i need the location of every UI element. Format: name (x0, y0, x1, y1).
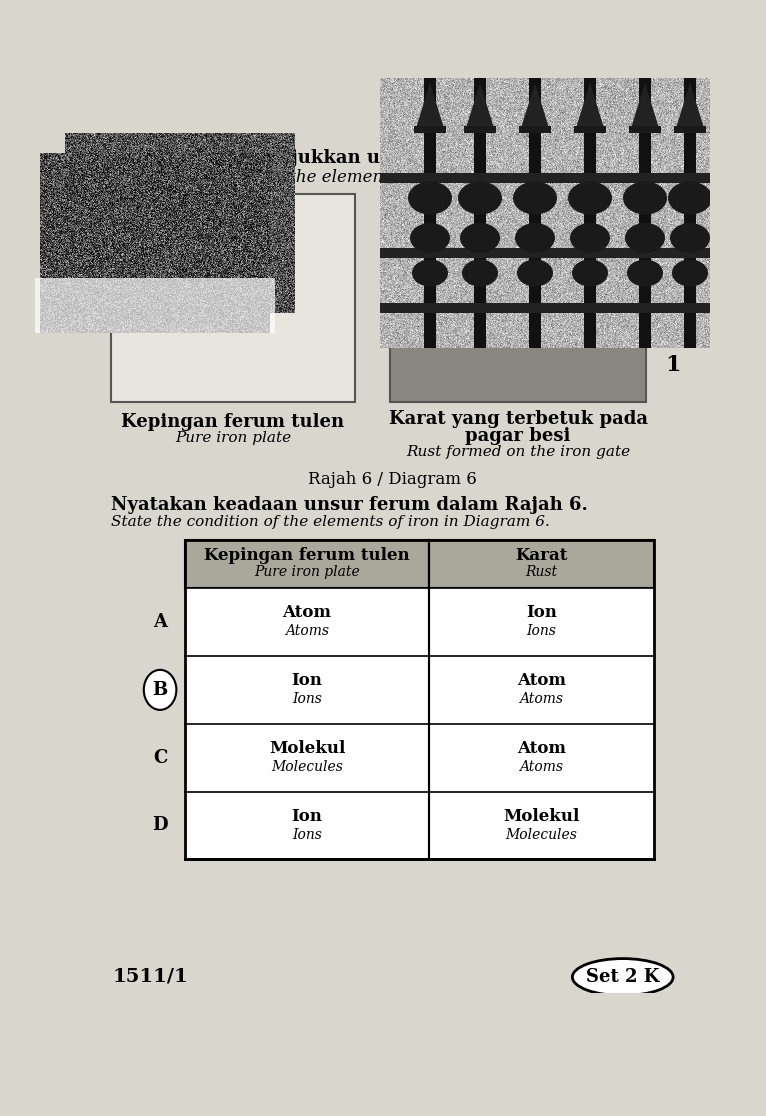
Bar (390, 194, 646, 402)
Bar (380, 248, 710, 258)
Bar (519, 126, 551, 133)
Polygon shape (631, 83, 659, 128)
Text: Atoms: Atoms (285, 624, 329, 638)
Text: Molecules: Molecules (271, 760, 343, 773)
Ellipse shape (572, 260, 608, 287)
Text: Rajah 6 / Diagram 6: Rajah 6 / Diagram 6 (308, 471, 477, 488)
Text: Diagram 6 shows the elements of iron.: Diagram 6 shows the elements of iron. (139, 169, 465, 185)
Bar (574, 126, 606, 133)
Text: Kepingan ferum tulen: Kepingan ferum tulen (121, 413, 345, 432)
Ellipse shape (462, 260, 498, 287)
Text: Atom: Atom (517, 740, 566, 757)
Bar (424, 78, 436, 348)
Bar (380, 173, 710, 183)
Text: Pure iron plate: Pure iron plate (254, 565, 360, 579)
Ellipse shape (517, 260, 553, 287)
Text: Atoms: Atoms (519, 760, 563, 773)
Text: Ion: Ion (526, 605, 557, 622)
Ellipse shape (513, 182, 557, 214)
Text: D: D (152, 817, 168, 835)
Ellipse shape (460, 223, 500, 253)
Text: Atom: Atom (517, 672, 566, 689)
Polygon shape (416, 83, 444, 128)
Bar (639, 78, 651, 348)
Ellipse shape (623, 182, 667, 214)
Bar (185, 724, 653, 791)
Bar (185, 540, 429, 588)
Ellipse shape (408, 182, 452, 214)
Ellipse shape (144, 670, 176, 710)
Bar (464, 126, 496, 133)
Bar (429, 540, 653, 588)
Ellipse shape (568, 182, 612, 214)
Ellipse shape (412, 260, 448, 287)
Ellipse shape (668, 182, 712, 214)
Ellipse shape (458, 182, 502, 214)
Bar (185, 588, 653, 656)
Text: Karat: Karat (516, 547, 568, 564)
Polygon shape (521, 83, 549, 128)
Text: Molekul: Molekul (269, 740, 345, 757)
Text: 15: 15 (110, 151, 137, 169)
Text: A: A (153, 613, 167, 632)
Text: Pure iron plate: Pure iron plate (175, 431, 291, 445)
Text: Kepingan ferum tulen: Kepingan ferum tulen (204, 547, 410, 564)
Text: Molekul: Molekul (503, 808, 580, 825)
Text: Karat yang terbetuk pada: Karat yang terbetuk pada (388, 410, 647, 427)
Bar (529, 78, 541, 348)
Text: pagar besi: pagar besi (466, 427, 571, 445)
Ellipse shape (410, 223, 450, 253)
Text: Atom: Atom (283, 605, 332, 622)
Text: Nyatakan keadaan unsur ferum dalam Rajah 6.: Nyatakan keadaan unsur ferum dalam Rajah… (111, 496, 588, 513)
Ellipse shape (670, 223, 710, 253)
Text: 1511/1: 1511/1 (113, 968, 188, 985)
Bar (380, 304, 710, 312)
Ellipse shape (627, 260, 663, 287)
Ellipse shape (672, 260, 708, 287)
Ellipse shape (515, 223, 555, 253)
Bar (185, 656, 653, 724)
Bar (674, 126, 706, 133)
Ellipse shape (572, 959, 673, 995)
Bar (185, 791, 653, 859)
Text: Rust: Rust (525, 565, 558, 579)
Text: B: B (152, 681, 168, 699)
Ellipse shape (570, 223, 610, 253)
Text: Ion: Ion (292, 808, 322, 825)
Text: C: C (153, 749, 167, 767)
Bar (185, 540, 653, 859)
Bar (414, 126, 446, 133)
Text: Molecules: Molecules (506, 828, 578, 841)
Bar (111, 194, 355, 402)
Polygon shape (676, 83, 704, 128)
Polygon shape (466, 83, 494, 128)
Polygon shape (576, 83, 604, 128)
Text: Rust formed on the iron gate: Rust formed on the iron gate (406, 445, 630, 459)
Text: 1: 1 (666, 354, 681, 376)
Bar (474, 78, 486, 348)
Bar (629, 126, 661, 133)
Bar (584, 78, 596, 348)
Ellipse shape (625, 223, 665, 253)
Text: Ions: Ions (526, 624, 556, 638)
Bar (35, 278, 275, 333)
Text: Ion: Ion (292, 672, 322, 689)
Bar (684, 78, 696, 348)
Text: Atoms: Atoms (519, 692, 563, 706)
Text: State the condition of the elements of iron in Diagram 6.: State the condition of the elements of i… (111, 516, 550, 529)
Text: Ions: Ions (292, 692, 322, 706)
Text: Set 2 K: Set 2 K (586, 968, 660, 987)
Text: Rajah 6 menunjukkan unsur ferum.: Rajah 6 menunjukkan unsur ferum. (139, 150, 500, 167)
Text: Ions: Ions (292, 828, 322, 841)
